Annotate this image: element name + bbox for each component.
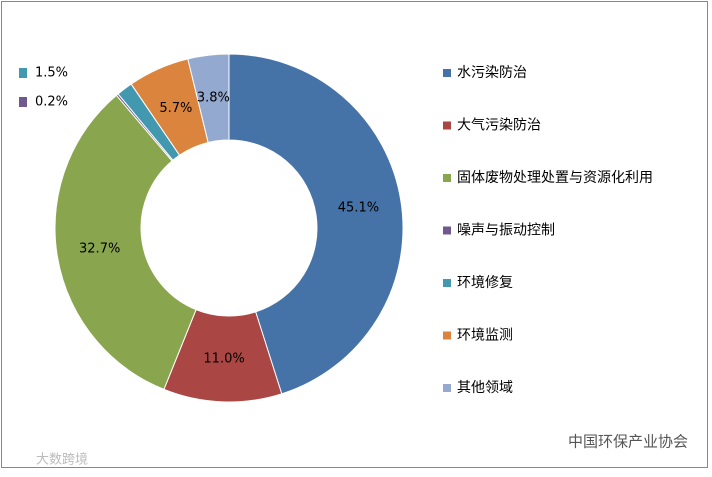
legend-key (443, 121, 451, 130)
donut-slice (228, 53, 404, 395)
legend-label: 环境修复 (457, 274, 513, 291)
legend-key (443, 226, 451, 235)
data-label: 3.8% (197, 90, 230, 105)
legend-label: 大气污染防治 (457, 118, 541, 134)
watermark: 大数跨境 (36, 453, 88, 468)
legend-label: 固体废物处理处置与资源化利用 (457, 170, 653, 186)
legend-key (443, 384, 451, 392)
legend-label: 水污染防治 (457, 65, 527, 81)
data-label-key (19, 68, 27, 78)
legend-key (443, 279, 451, 287)
legend-label: 其他领域 (457, 380, 513, 396)
legend-key (443, 331, 451, 340)
legend-label: 噪声与振动控制 (457, 223, 555, 239)
legend-key (443, 69, 451, 77)
data-label: 0.2% (35, 95, 68, 110)
watermark: 中国环保产业协会 (568, 433, 688, 451)
donut-slice (54, 94, 197, 391)
data-label: 11.0% (203, 351, 244, 366)
legend-label: 环境监测 (457, 328, 513, 344)
data-label: 1.5% (35, 66, 68, 81)
donut-slice (187, 53, 230, 144)
data-label-key (19, 97, 27, 107)
data-label: 32.7% (79, 241, 120, 256)
data-label: 45.1% (338, 200, 379, 215)
data-label: 5.7% (159, 101, 192, 116)
legend-key (443, 174, 451, 182)
